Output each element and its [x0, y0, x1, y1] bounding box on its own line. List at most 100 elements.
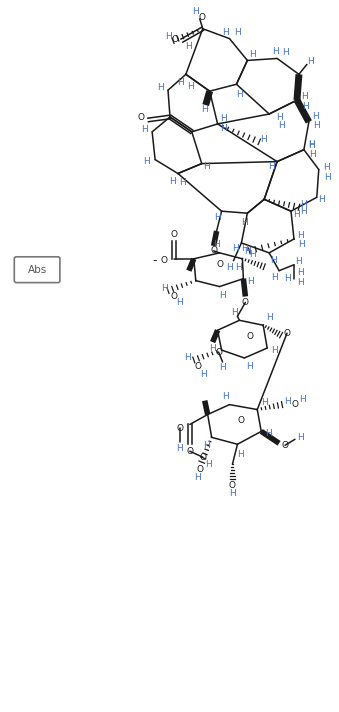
Text: H: H — [184, 353, 191, 362]
Text: H: H — [219, 291, 226, 300]
Text: H: H — [261, 398, 267, 407]
Text: H: H — [236, 90, 243, 99]
Text: O: O — [161, 256, 167, 266]
Text: H: H — [232, 244, 239, 253]
Text: H: H — [200, 370, 207, 379]
Text: H: H — [219, 363, 226, 372]
Text: H: H — [214, 213, 221, 221]
Text: H: H — [302, 102, 309, 110]
Text: H: H — [249, 50, 256, 59]
Text: H: H — [222, 28, 229, 37]
Text: H: H — [272, 47, 279, 56]
Text: H: H — [231, 308, 238, 317]
Text: H: H — [301, 92, 308, 100]
Text: H: H — [229, 489, 236, 498]
Text: O: O — [210, 246, 217, 256]
Text: H: H — [220, 125, 227, 133]
Text: H: H — [298, 231, 304, 241]
Text: H: H — [194, 473, 201, 481]
Text: H: H — [300, 206, 307, 216]
Text: H: H — [220, 115, 227, 123]
Text: H: H — [300, 395, 306, 404]
Text: H: H — [205, 460, 212, 468]
Text: H: H — [222, 392, 229, 401]
Text: H: H — [324, 173, 331, 182]
Text: O: O — [242, 298, 249, 307]
Text: H: H — [268, 162, 275, 171]
Text: H: H — [271, 273, 278, 282]
Text: H: H — [265, 429, 272, 438]
Text: H: H — [141, 125, 147, 135]
Text: H: H — [299, 241, 305, 249]
Text: O: O — [186, 446, 193, 456]
Text: H: H — [314, 122, 320, 130]
Text: H: H — [308, 141, 315, 150]
Text: O: O — [238, 416, 245, 425]
Text: H: H — [201, 105, 208, 113]
Text: O: O — [216, 261, 223, 269]
Text: O: O — [138, 113, 145, 122]
Text: H: H — [298, 268, 304, 277]
Text: H: H — [249, 251, 256, 259]
Text: H: H — [237, 450, 244, 459]
Text: H: H — [193, 7, 199, 16]
Text: -: - — [152, 254, 156, 267]
Text: H: H — [276, 113, 282, 122]
Text: H: H — [307, 57, 314, 66]
Text: H: H — [185, 42, 192, 51]
Text: H: H — [310, 150, 316, 159]
Text: H: H — [177, 298, 183, 307]
Text: H: H — [313, 112, 319, 122]
Text: H: H — [246, 362, 253, 372]
Text: H: H — [298, 433, 304, 442]
Text: H: H — [235, 263, 242, 272]
Text: H: H — [308, 140, 315, 150]
Text: O: O — [198, 14, 205, 22]
Text: O: O — [172, 35, 178, 44]
Text: H: H — [213, 241, 220, 249]
Text: H: H — [234, 28, 241, 37]
Text: H: H — [180, 178, 186, 187]
Text: H: H — [178, 78, 184, 87]
Text: H: H — [170, 177, 176, 186]
Text: O: O — [171, 292, 177, 301]
Text: O: O — [199, 453, 206, 461]
Text: H: H — [241, 218, 248, 226]
Text: H: H — [278, 122, 284, 130]
Text: H: H — [165, 32, 172, 41]
Text: H: H — [271, 345, 278, 355]
Text: O: O — [194, 362, 201, 372]
Text: H: H — [143, 157, 149, 166]
Text: H: H — [203, 162, 210, 171]
Text: H: H — [161, 284, 167, 293]
Text: H: H — [282, 48, 288, 57]
Text: H: H — [260, 135, 266, 145]
Text: H: H — [294, 209, 300, 219]
Text: H: H — [300, 200, 307, 209]
FancyBboxPatch shape — [14, 257, 60, 283]
Text: O: O — [215, 347, 222, 357]
Text: H: H — [323, 163, 330, 172]
Text: H: H — [226, 263, 233, 272]
Text: H: H — [284, 397, 291, 406]
Text: H: H — [318, 195, 325, 204]
Text: O: O — [247, 332, 254, 340]
Text: O: O — [283, 329, 291, 337]
Text: H: H — [296, 257, 302, 266]
Text: H: H — [270, 256, 277, 266]
Text: O: O — [176, 424, 183, 433]
Text: H: H — [209, 344, 216, 352]
Text: H: H — [177, 444, 183, 453]
Text: H: H — [298, 278, 304, 287]
Text: O: O — [171, 229, 177, 239]
Text: Abs: Abs — [27, 265, 47, 275]
Text: H: H — [247, 277, 254, 286]
Text: H: H — [187, 82, 194, 90]
Text: O: O — [282, 441, 288, 450]
Text: H: H — [266, 313, 273, 322]
Text: O: O — [229, 481, 236, 491]
Text: H: H — [157, 83, 163, 92]
Text: H: H — [244, 247, 251, 256]
Text: H: H — [241, 244, 248, 253]
Text: H: H — [203, 441, 210, 450]
